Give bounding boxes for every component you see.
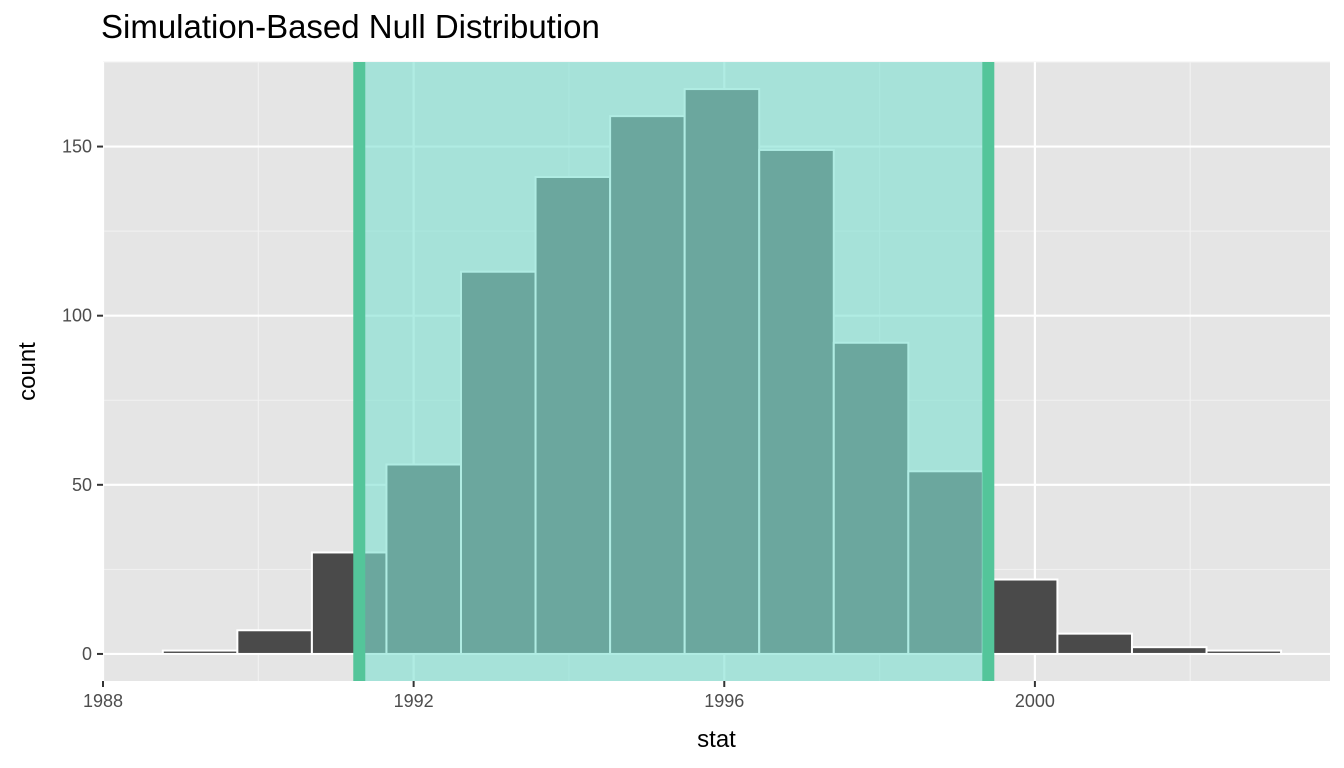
chart-title: Simulation-Based Null Distribution — [101, 8, 600, 45]
x-tick-label: 1996 — [704, 691, 744, 711]
histogram-bar — [161, 649, 239, 655]
interval-upper-bound-line — [982, 62, 995, 681]
histogram-bar — [1056, 632, 1133, 655]
x-axis-title: stat — [697, 726, 736, 753]
interval-lower-bound-line — [353, 62, 366, 681]
x-tick-label: 1992 — [394, 691, 434, 711]
histogram-bar — [236, 629, 313, 655]
histogram-bar — [1130, 646, 1208, 655]
y-axis-ticks: 0 50 100 150 — [62, 137, 103, 664]
y-axis-title: count — [14, 342, 41, 401]
x-tick-label: 1988 — [83, 691, 123, 711]
y-tick-label: 50 — [72, 475, 92, 495]
y-tick-label: 150 — [62, 137, 92, 157]
y-tick-label: 100 — [62, 306, 92, 326]
x-tick-label: 2000 — [1015, 691, 1055, 711]
confidence-interval-shade — [359, 62, 989, 681]
histogram-bar — [1205, 649, 1283, 655]
x-axis-ticks: 1988 1992 1996 2000 — [83, 681, 1055, 711]
y-tick-label: 0 — [82, 644, 92, 664]
